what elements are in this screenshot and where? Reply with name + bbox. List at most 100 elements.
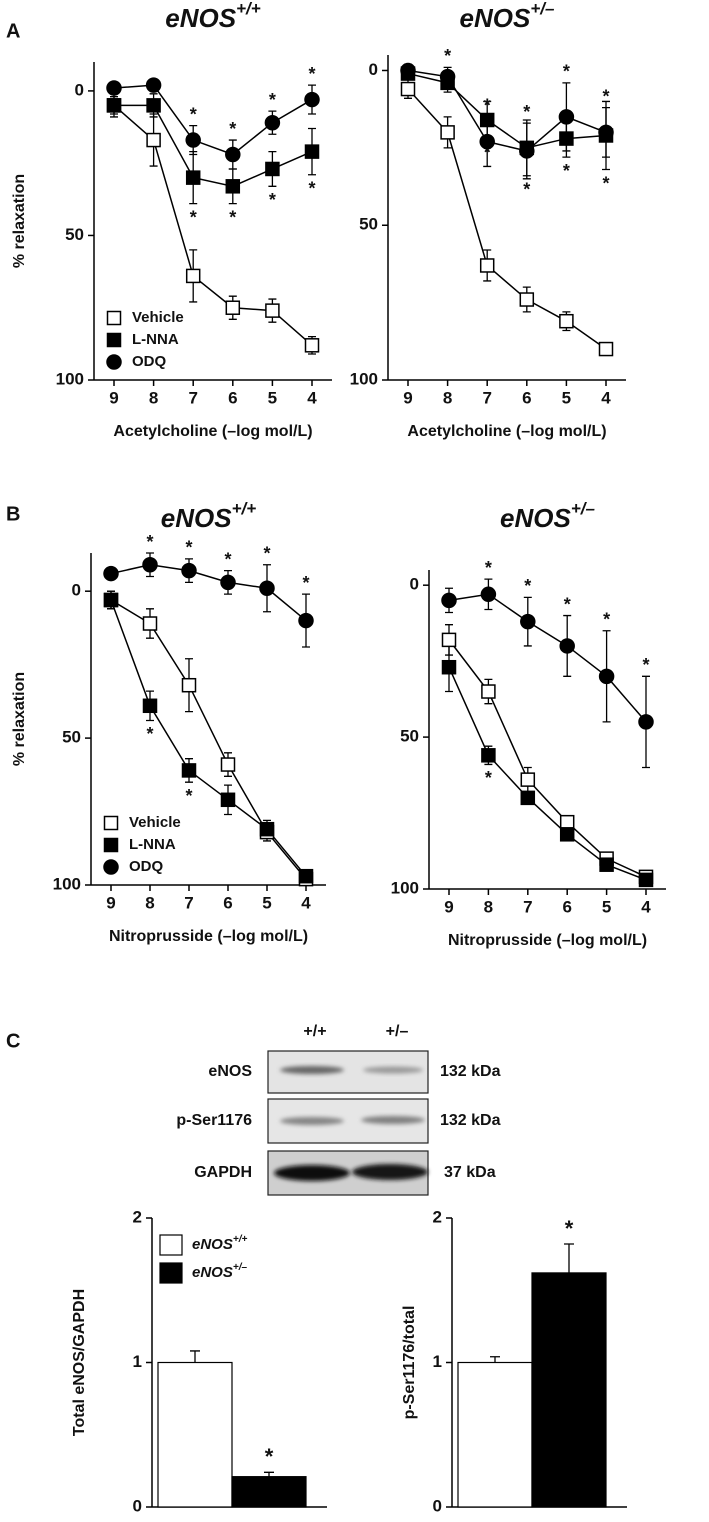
marker <box>142 698 158 714</box>
legend-marker <box>103 837 119 853</box>
significance-star: * <box>563 62 570 82</box>
legend-label: L-NNA <box>132 331 179 348</box>
significance-star: * <box>602 86 609 106</box>
x-tick-label: 6 <box>522 388 531 407</box>
chart-title: eNOS+/+ <box>161 499 256 533</box>
series-line <box>113 84 313 156</box>
bar <box>231 1476 307 1508</box>
marker <box>298 868 314 884</box>
marker <box>146 132 161 148</box>
marker <box>259 821 275 837</box>
significance-star: * <box>190 207 197 227</box>
significance-star: * <box>602 173 609 193</box>
marker <box>220 792 236 808</box>
y-tick-label: 0 <box>410 575 419 594</box>
marker <box>103 565 119 582</box>
legend-label: ODQ <box>129 858 164 875</box>
chart-title-sup: +/+ <box>236 0 261 18</box>
significance-star: * <box>308 178 315 198</box>
marker <box>638 714 654 730</box>
x-tick-label: 6 <box>228 388 237 407</box>
significance-star: * <box>642 655 649 675</box>
marker <box>400 81 416 97</box>
significance-star: * <box>229 207 236 227</box>
blot-row-label: eNOS <box>208 1063 252 1080</box>
significance-star: * <box>523 102 530 122</box>
legend-marker <box>106 332 122 348</box>
x-tick-label: 9 <box>444 897 453 916</box>
marker <box>441 632 457 648</box>
significance-star: * <box>224 549 231 569</box>
x-tick-label: 5 <box>602 897 611 916</box>
significance-star: * <box>190 104 197 124</box>
x-axis-label: Acetylcholine (–log mol/L) <box>113 423 312 440</box>
x-tick-label: 5 <box>268 388 277 407</box>
marker <box>440 125 455 140</box>
x-tick-label: 9 <box>106 893 115 912</box>
marker <box>481 748 496 763</box>
marker <box>479 258 495 273</box>
marker <box>638 872 654 888</box>
lane-label: +/– <box>386 1023 409 1040</box>
marker <box>264 114 281 131</box>
marker <box>298 612 314 629</box>
y-tick-label: 0 <box>433 1496 442 1515</box>
chart-title-sup: +/– <box>530 0 555 18</box>
series-line <box>110 563 307 622</box>
significance-star: * <box>563 161 570 181</box>
chart-title-main: eNOS <box>460 3 531 33</box>
marker <box>520 790 536 806</box>
significance-star: * <box>308 64 315 84</box>
marker <box>598 341 614 357</box>
marker <box>220 757 236 772</box>
marker <box>598 668 615 685</box>
x-tick-label: 9 <box>403 388 412 407</box>
blot-band <box>361 1116 425 1124</box>
x-tick-label: 6 <box>223 893 232 912</box>
marker <box>480 586 497 603</box>
x-tick-label: 8 <box>149 388 158 407</box>
marker <box>265 303 280 318</box>
marker <box>559 313 574 329</box>
marker <box>185 170 201 185</box>
legend-swatch <box>159 1234 183 1256</box>
marker <box>559 814 575 830</box>
marker <box>185 132 201 148</box>
chart-title: eNOS+/– <box>500 499 595 533</box>
x-tick-label: 9 <box>109 388 118 407</box>
x-tick-label: 7 <box>184 893 193 912</box>
series-line <box>448 593 647 723</box>
error-bar <box>190 1350 200 1363</box>
significance-star: * <box>185 786 192 806</box>
x-tick-label: 4 <box>301 893 311 912</box>
marker <box>481 684 496 699</box>
legend-label-sup: +/– <box>233 1262 248 1273</box>
blot-band <box>274 1165 350 1181</box>
x-tick-label: 6 <box>562 897 571 916</box>
blot-size-label: 37 kDa <box>444 1164 496 1181</box>
x-tick-label: 5 <box>562 388 571 407</box>
legend-label-main: eNOS <box>192 1264 233 1281</box>
blot-size-label: 132 kDa <box>440 1063 501 1080</box>
marker <box>259 580 275 597</box>
marker <box>181 562 197 579</box>
marker <box>304 338 320 353</box>
legend-label: eNOS+/+ <box>192 1234 247 1253</box>
marker <box>599 857 614 872</box>
error-bar <box>564 1243 574 1273</box>
significance-star: * <box>269 90 276 110</box>
y-tick-label: 2 <box>133 1207 142 1226</box>
blot-row-label: GAPDH <box>194 1164 252 1181</box>
x-tick-label: 7 <box>188 388 197 407</box>
marker <box>265 161 280 177</box>
blot-band <box>352 1164 428 1180</box>
x-tick-label: 4 <box>641 897 651 916</box>
marker <box>145 77 162 93</box>
chart-title-main: eNOS <box>161 503 232 533</box>
significance-star: * <box>484 96 491 116</box>
y-axis-label: % relaxation <box>11 672 28 766</box>
y-tick-label: 0 <box>133 1496 142 1515</box>
y-tick-label: 1 <box>133 1352 142 1371</box>
y-tick-label: 100 <box>350 369 378 388</box>
